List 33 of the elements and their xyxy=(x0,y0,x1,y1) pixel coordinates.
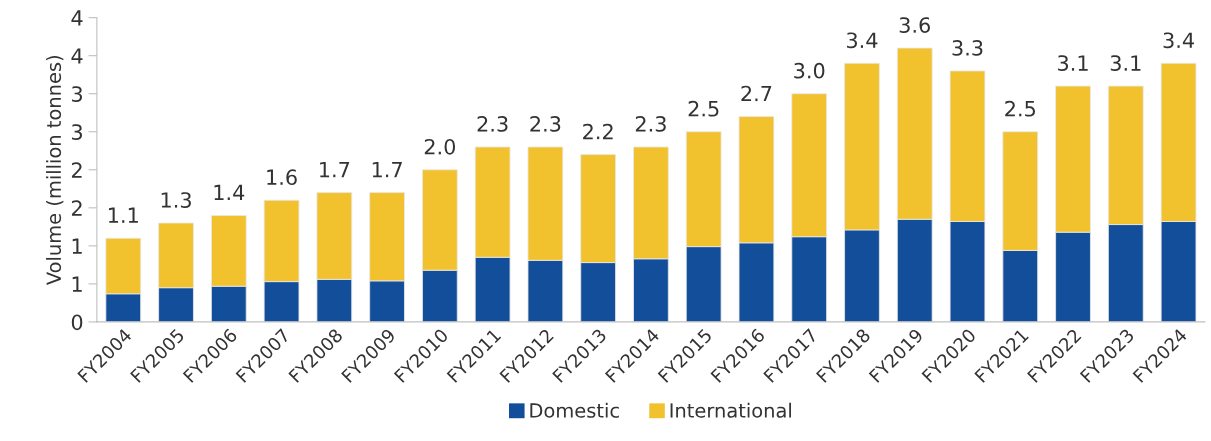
y-tick-label: 3 xyxy=(72,124,83,140)
total-label: 2.3 xyxy=(477,116,508,132)
total-label: 3.4 xyxy=(1163,32,1194,49)
total-label: 3.1 xyxy=(1058,55,1088,71)
total-label: 1.3 xyxy=(161,192,191,208)
y-tick-label: 1 xyxy=(72,276,82,292)
total-label: 2.5 xyxy=(1005,100,1036,117)
y-tick-label: 4 xyxy=(71,10,83,26)
y-axis-title: Volume (million tonnes) xyxy=(46,56,64,286)
y-tick-label: 3 xyxy=(72,86,83,102)
y-tick-label: 1 xyxy=(72,238,82,254)
y-tick-label: 2 xyxy=(71,162,82,178)
total-label: 2.5 xyxy=(688,100,719,117)
total-label: 3.4 xyxy=(847,32,878,49)
y-tick-label: 4 xyxy=(71,48,83,64)
y-tick-label: 2 xyxy=(71,200,82,216)
total-label: 1.7 xyxy=(372,161,402,178)
total-label: 2.3 xyxy=(635,116,666,132)
total-label: 2.2 xyxy=(583,123,613,140)
legend-label: Domestic xyxy=(530,402,619,418)
total-label: 1.7 xyxy=(320,161,350,178)
total-label: 3.0 xyxy=(794,62,825,79)
total-label: 1.4 xyxy=(214,184,245,200)
total-label: 2.0 xyxy=(424,138,456,155)
total-label: 3.6 xyxy=(899,17,930,33)
total-label: 2.7 xyxy=(741,85,772,102)
total-label: 3.3 xyxy=(952,39,983,56)
total-label: 1.6 xyxy=(267,169,297,186)
total-label: 1.1 xyxy=(108,207,138,223)
total-label: 3.1 xyxy=(1110,55,1141,71)
y-tick-label: 0 xyxy=(71,314,83,331)
legend-label: International xyxy=(670,402,791,418)
total-label: 2.3 xyxy=(530,116,561,132)
